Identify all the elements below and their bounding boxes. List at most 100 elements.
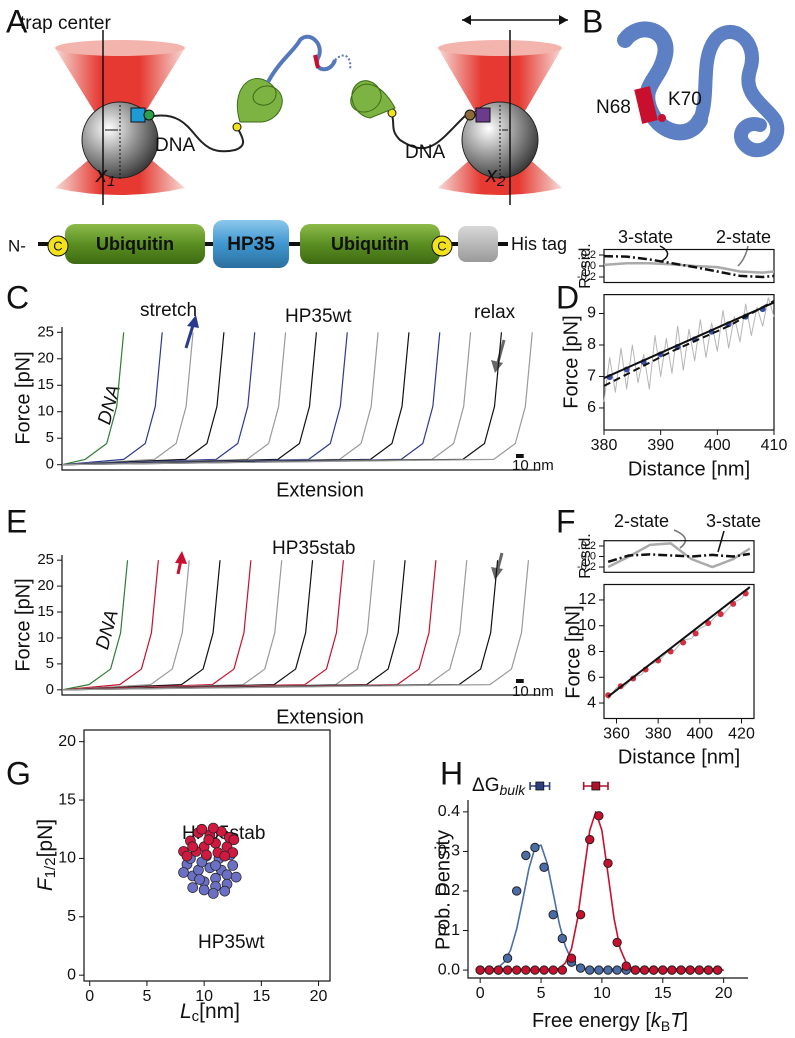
x-axis-text: ] bbox=[682, 1010, 688, 1032]
stretch-arrow-head bbox=[187, 315, 199, 328]
data-point bbox=[511, 965, 522, 975]
y-tick-label: 0.3 bbox=[438, 843, 460, 860]
domain-label: Ubiquitin bbox=[96, 234, 174, 254]
data-point bbox=[493, 965, 504, 975]
scale-bar bbox=[516, 679, 524, 683]
x1-symbol: x bbox=[95, 162, 108, 187]
panel-letter: A bbox=[6, 3, 28, 39]
beam-end bbox=[438, 40, 562, 56]
data-line bbox=[61, 560, 129, 691]
relax-arrow-head bbox=[491, 360, 503, 373]
dna-label: DNA bbox=[405, 142, 445, 163]
optical-trap-diagram: trap center DNA DNA x1 x2 bbox=[20, 13, 568, 205]
annotation: HP35stab bbox=[272, 538, 355, 559]
y-tick-label: 15 bbox=[37, 376, 54, 393]
ubiquitin bbox=[350, 80, 396, 119]
data-line bbox=[61, 332, 125, 466]
ubiquitin bbox=[236, 77, 283, 123]
helix bbox=[693, 25, 785, 158]
data-point bbox=[539, 965, 549, 975]
dna bbox=[153, 114, 245, 153]
chart: 0 5 10 15 20 25 bbox=[37, 323, 540, 473]
x-tick-label: 400 bbox=[704, 437, 731, 454]
panel-letters: A B C D E F G H bbox=[6, 3, 603, 791]
tag bbox=[130, 107, 146, 123]
x2-label: x2 bbox=[485, 162, 506, 190]
panel-letter: B bbox=[582, 3, 603, 39]
panel-d-text: Resid. 3-state 2-state Force [pN] Distan… bbox=[560, 227, 771, 481]
y-axis-label: Force [pN] bbox=[12, 578, 34, 671]
y-axis-label: Resid. bbox=[577, 533, 594, 578]
data-line bbox=[61, 332, 533, 466]
y-tick-label: 0.4 bbox=[438, 803, 460, 820]
y-tick-label: 6 bbox=[587, 399, 596, 416]
data-point bbox=[667, 965, 677, 975]
data-point bbox=[530, 965, 540, 975]
bulk-marker bbox=[591, 781, 601, 791]
data-point bbox=[521, 850, 531, 861]
y-tick-label: 25 bbox=[37, 551, 54, 568]
annotation-arrow bbox=[673, 529, 687, 549]
data-point bbox=[703, 965, 714, 975]
data-line bbox=[61, 560, 159, 691]
scale-bar-label: 10 nm bbox=[512, 457, 554, 474]
data-line bbox=[480, 844, 724, 971]
residue-label: N68 bbox=[596, 97, 631, 118]
chart: 0.20.0-0.2 bbox=[577, 248, 775, 284]
annotation: stretch bbox=[140, 300, 197, 321]
x-tick-label: 380 bbox=[591, 437, 618, 454]
dna bbox=[391, 114, 466, 150]
data-point bbox=[639, 965, 650, 975]
plot-frame bbox=[83, 729, 331, 982]
y-tick-label: 0.0 bbox=[438, 961, 460, 978]
data-point bbox=[594, 965, 604, 975]
data-point bbox=[648, 965, 659, 975]
chart: 0.0 0.1 0.2 0.3 0.4 0 5 10 15 20 bbox=[438, 781, 748, 1002]
his-tag-domain bbox=[458, 226, 498, 262]
data-point bbox=[484, 965, 495, 975]
annotation-arrow bbox=[737, 245, 749, 267]
panel-letter: G bbox=[6, 755, 31, 791]
annotation-arrow bbox=[659, 245, 669, 263]
scatter-point bbox=[181, 850, 193, 862]
data-point bbox=[603, 858, 613, 868]
panel-letter: E bbox=[6, 503, 27, 539]
scatter-point bbox=[227, 860, 239, 871]
hp35-unfolded bbox=[334, 54, 352, 71]
bulk-label: ΔGbulk bbox=[472, 775, 526, 798]
data-point bbox=[557, 933, 568, 944]
scatter-point bbox=[228, 834, 240, 846]
scale-bar bbox=[516, 454, 524, 458]
x-tick-label: 15 bbox=[654, 985, 672, 1002]
side-chain bbox=[658, 114, 666, 122]
y-tick-label: 15 bbox=[58, 791, 76, 808]
x-axis-label: Distance [nm] bbox=[628, 458, 750, 480]
panel-letter: H bbox=[440, 755, 463, 791]
x-tick-label: 20 bbox=[310, 988, 328, 1005]
y-tick-label: 15 bbox=[37, 603, 54, 620]
x1-label: x1 bbox=[95, 162, 115, 190]
x-axis-text: Free energy [ bbox=[532, 1010, 651, 1032]
x-axis-unit: [nm] bbox=[199, 1000, 240, 1023]
x2-subscript: 2 bbox=[496, 173, 506, 190]
data-point bbox=[612, 937, 622, 948]
y-tick-label: 0 bbox=[46, 681, 54, 698]
data-point bbox=[566, 953, 577, 963]
bulk-symbol: ΔG bbox=[472, 775, 499, 796]
panel-h-text: Prob. Density Free energy [kBT] ΔGbulk bbox=[432, 775, 688, 1034]
scatter-point bbox=[219, 850, 231, 862]
annotation: DNA bbox=[92, 608, 123, 652]
data-point bbox=[575, 910, 586, 920]
scatter-point bbox=[201, 849, 212, 861]
x-axis-label: Free energy [kBT] bbox=[532, 1010, 688, 1033]
scatter-point bbox=[230, 871, 242, 883]
mutation bbox=[313, 54, 320, 69]
data-point bbox=[676, 965, 686, 975]
y-axis-label: Resid. bbox=[577, 243, 594, 288]
x-tick-label: 5 bbox=[142, 988, 151, 1005]
data-point bbox=[530, 842, 540, 853]
y-tick-label: 7 bbox=[587, 368, 596, 385]
hp35-structure: N68 K70 bbox=[596, 21, 785, 158]
data-line bbox=[61, 560, 190, 691]
